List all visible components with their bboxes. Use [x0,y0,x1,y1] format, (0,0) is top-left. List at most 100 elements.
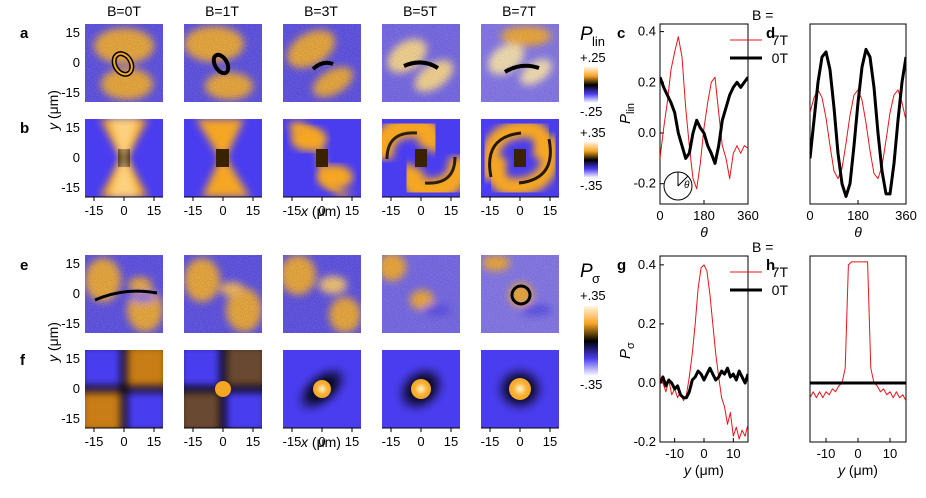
map-xlabel-var: x [300,434,309,450]
map-ytick-label: 0 [73,381,80,396]
chart-legend: B = 7T 0T [730,239,788,298]
field-label-3: B=5T [403,3,437,19]
map-xtick-label: -15 [184,434,203,449]
legend-label-0T: 0T [772,50,789,66]
map-xtick-label: 15 [444,203,458,218]
colorbar-sigma-bottom: -.35 [580,377,602,392]
map-xlabel-unit: (μm) [308,434,341,450]
colorbar-sigma-top: +.35 [580,288,606,303]
map-xtick-label: 15 [345,203,359,218]
map-xtick-label: -15 [481,434,500,449]
chart-series-group [660,36,748,190]
map-xtick-label: 0 [120,434,127,449]
panel-letter-g: g [617,257,626,274]
map-xaxis: -15 0 15 [85,427,163,449]
map-xtick-label: 15 [543,434,557,449]
colorbar-lin-sim-bar [584,142,598,178]
legend-title: B = [752,7,773,23]
theta-schematic-angle-line [677,175,689,187]
map-a-7T [481,24,559,102]
map-xtick-label: 0 [219,434,226,449]
map-a-0T [85,24,163,102]
colorbar-lin-subscript: lin [592,34,605,49]
chart-frame [659,255,749,443]
map-xtick-label: 0 [417,203,424,218]
series-line-0T [810,47,906,198]
chart-ytick-label: 0.2 [638,74,656,89]
map-f-7T [481,350,559,428]
chart-xlabel: y (μm) [683,462,724,478]
panel-letter-a: a [20,25,29,42]
chart-xtick-label: 360 [737,208,759,223]
chart-ylabel: Plin [617,103,637,124]
chart-xlabel-var: θ [700,224,708,240]
map-ytick-label: -15 [61,180,80,195]
chart-xlabel: θ [854,224,862,240]
colorbar-lin-sim-top: +.35 [580,125,606,140]
chart-xlabel-unit: (μm) [845,462,878,478]
chart-xtick-label: 0 [854,446,861,461]
colorbar-sigma-subscript: σ [592,271,600,286]
field-label-0: B=0T [107,3,141,19]
chart-xlabel-var: θ [854,224,862,240]
panel-letter-f: f [20,352,26,369]
panel-letter-b: b [20,120,29,137]
map-ytick-label: 15 [66,351,80,366]
chart-ytick-label: 0.4 [638,24,656,39]
map-a-5T [382,24,460,102]
colorbar-sigma-symbol: P [580,261,593,282]
map-ytick-label: 0 [73,150,80,165]
map-xtick-label: 0 [219,203,226,218]
field-label-1: B=1T [205,3,239,19]
series-line-7T [810,261,906,401]
map-xaxis: -15 0 15 [283,427,361,449]
panel-letter-c: c [617,25,625,42]
chart-ytick-label: 0.4 [638,257,656,272]
map-ylabel: y (μm) [45,90,61,131]
map-xtick-label: 15 [345,434,359,449]
chart-c: 0 180 360 0.4 0.2 0.0 -0.2 θ Plin B = 7T 0T θ [617,7,788,240]
map-xaxis: -15 0 15 [382,427,460,449]
map-xaxis: -15 0 15 [481,196,559,218]
chart-ylabel-symbol: P [617,114,634,124]
chart-ytick-label: -0.2 [634,176,656,191]
map-xtick-label: -15 [382,434,401,449]
map-xtick-label: -15 [481,203,500,218]
theta-schematic-symbol: θ [684,180,690,191]
chart-ytick-label: 0.2 [638,316,656,331]
colorbar-lin-symbol: P [580,24,593,45]
map-xaxis: -15 0 15 [283,196,361,218]
chart-xlabel-var: y [683,462,692,478]
chart-series-group [660,264,748,440]
map-f-0T [85,350,163,428]
legend-label-0T: 0T [772,282,789,298]
map-xtick-label: 0 [417,434,424,449]
chart-ylabel: Pσ [617,342,637,359]
map-e-0T [85,255,163,333]
map-xtick-label: 15 [147,434,161,449]
map-xtick-label: 15 [444,434,458,449]
legend-label-7T: 7T [772,264,789,280]
map-b-3T [283,119,361,197]
map-ylabel-unit: (μm) [45,322,61,355]
colorbar-lin: P lin +.25 -.25 [580,24,606,119]
chart-ylabel-symbol: P [617,349,634,359]
chart-ytick-label: -0.2 [634,434,656,449]
map-ytick-label: 15 [66,256,80,271]
chart-xtick-label: 0 [656,208,663,223]
map-xtick-label: 0 [318,434,325,449]
panel-letter-h: h [766,257,775,274]
chart-xtick-label: 10 [726,446,740,461]
chart-xlabel-var: y [837,462,846,478]
chart-xtick-label: 0 [806,208,813,223]
chart-h: -10 0 10 y (μm) [809,255,907,478]
map-xtick-label: 0 [120,203,127,218]
legend-title: B = [752,239,773,255]
chart-xtick-label: 10 [883,446,897,461]
map-axes: 15 0 -15 15 0 -15 15 0 -15 15 0 -15 -15 0 15 -15 0 15 -15 0… [45,25,559,450]
map-b-5T [382,119,460,197]
series-line-0T [660,76,748,165]
chart-series-group [810,47,906,198]
map-f-3T [283,350,361,428]
panel-letter-d: d [766,25,775,42]
